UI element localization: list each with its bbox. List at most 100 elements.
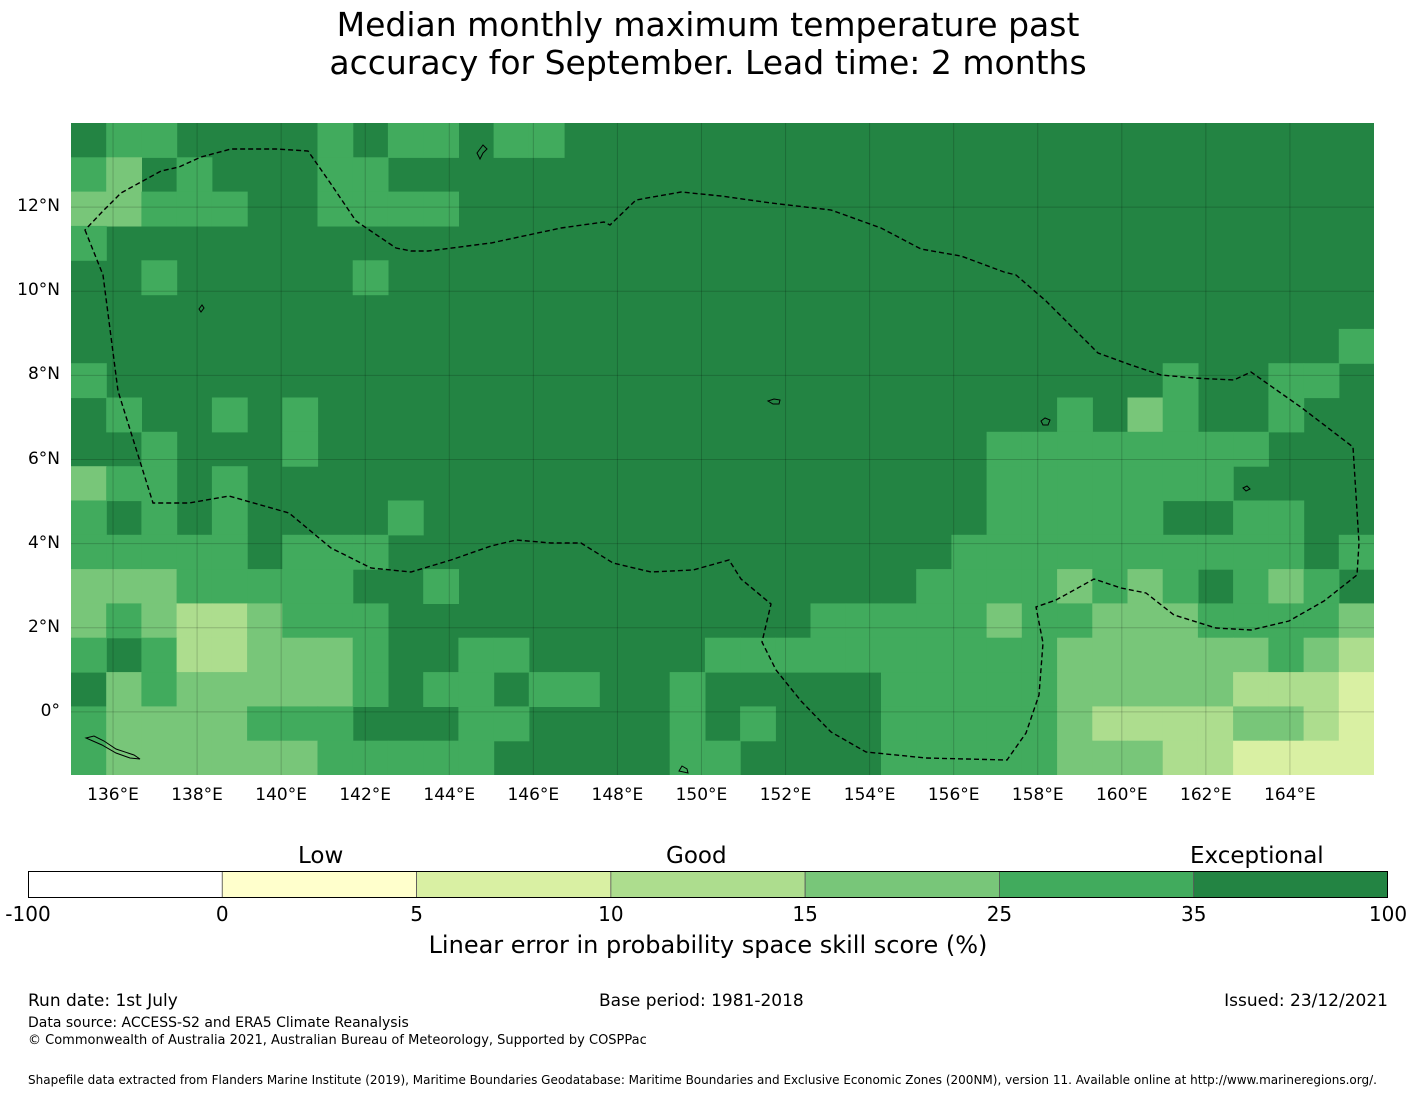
map-cell [141,672,178,707]
map-cell [1197,603,1234,639]
map-cell [282,431,319,467]
map-cell [1162,397,1199,433]
map-cell [916,637,952,673]
map-cell [1233,500,1269,536]
map-cell [387,191,424,227]
map-cell [71,191,107,227]
map-cell [1092,500,1129,536]
map-cell [881,672,917,707]
map-cell [1162,466,1199,502]
map-cell [740,706,776,742]
map-cell [247,637,283,673]
map-cell [1127,569,1164,604]
map-cell [141,191,178,227]
map-cell [352,157,389,193]
map-cell [1057,569,1093,604]
map-cell [845,637,882,673]
map-cell [1162,740,1199,775]
colorbar-group-exceptional: Exceptional [1190,843,1324,869]
map-cell [1057,603,1093,639]
map-cell [1338,672,1374,707]
island-chuuk [766,398,781,405]
map-cell [1162,534,1199,570]
map-cell [1057,706,1093,742]
issued-date: Issued: 23/12/2021 [1224,991,1388,1011]
map-cell [986,603,1023,639]
map-cell [1303,706,1340,742]
lon-tick-label: 138°E [171,785,223,805]
map-cell [1268,637,1305,673]
map-cell [352,534,389,570]
map-cell [1127,740,1164,775]
map-cell [71,157,107,193]
lon-tick-label: 162°E [1180,785,1232,805]
map-cell [317,706,354,742]
map-cell [986,466,1023,502]
chart-title: Median monthly maximum temperature past … [0,6,1416,82]
lon-tick-label: 160°E [1095,785,1148,805]
colorbar-tick-label: -100 [5,902,51,926]
map-cell [1057,466,1093,502]
map-cell [106,603,142,639]
map-cell [282,740,319,775]
map-cell [1127,706,1164,742]
map-cell [458,672,495,707]
map-cell [1021,431,1058,467]
map-cell [1197,672,1234,707]
copyright: © Commonwealth of Australia 2021, Austra… [28,1033,647,1048]
map-cell [387,500,424,536]
map-cell [1021,569,1058,604]
map-cell [810,637,847,673]
lon-tick-label: 136°E [87,785,139,805]
map-cell [493,706,530,742]
map-cell [1303,740,1340,775]
map-cell [211,603,248,639]
map-cell [1233,637,1269,673]
map-cell [106,569,142,604]
lon-tick-label: 152°E [759,785,812,805]
map-cell [1092,569,1129,604]
colorbar-segment [804,871,1000,898]
map-cell [71,637,107,673]
map-cell [1092,603,1129,639]
base-period: Base period: 1981-2018 [599,991,804,1011]
map-cell [458,740,495,775]
map-cell [1268,740,1305,775]
colorbar-segment [221,871,417,898]
colorbar-segment [999,871,1195,898]
map-cell [387,123,424,158]
title-line-1: Median monthly maximum temperature past [336,5,1080,44]
map-cell [916,672,952,707]
map-cell [1233,603,1269,639]
map-cell [1268,672,1305,707]
map-cell [1092,466,1129,502]
map-cell [211,740,248,775]
skill-map [71,123,1374,775]
map-cell [211,500,248,536]
lon-tick-label: 146°E [507,785,560,805]
map-cell [1197,740,1234,775]
map-cell [282,672,319,707]
map-cell [317,603,354,639]
map-cell [106,123,142,158]
map-cell [1338,534,1374,570]
map-cells [71,123,1374,775]
map-cell [71,706,107,742]
lon-tick-label: 150°E [675,785,728,805]
island-kosrae [1242,485,1251,492]
map-cell [71,363,107,399]
map-cell [845,603,882,639]
map-cell [352,740,389,775]
shapefile-credit: Shapefile data extracted from Flanders M… [28,1073,1377,1087]
map-cell [1197,431,1234,467]
map-cell [282,534,319,570]
map-cell [916,603,952,639]
data-source: Data source: ACCESS-S2 and ERA5 Climate … [28,1015,409,1031]
map-cell [176,603,213,639]
map-cell [352,260,389,296]
map-cell [71,466,107,502]
map-cell [176,569,213,604]
map-cell [176,191,213,227]
map-cell [141,534,178,570]
lon-tick-label: 148°E [591,785,644,805]
